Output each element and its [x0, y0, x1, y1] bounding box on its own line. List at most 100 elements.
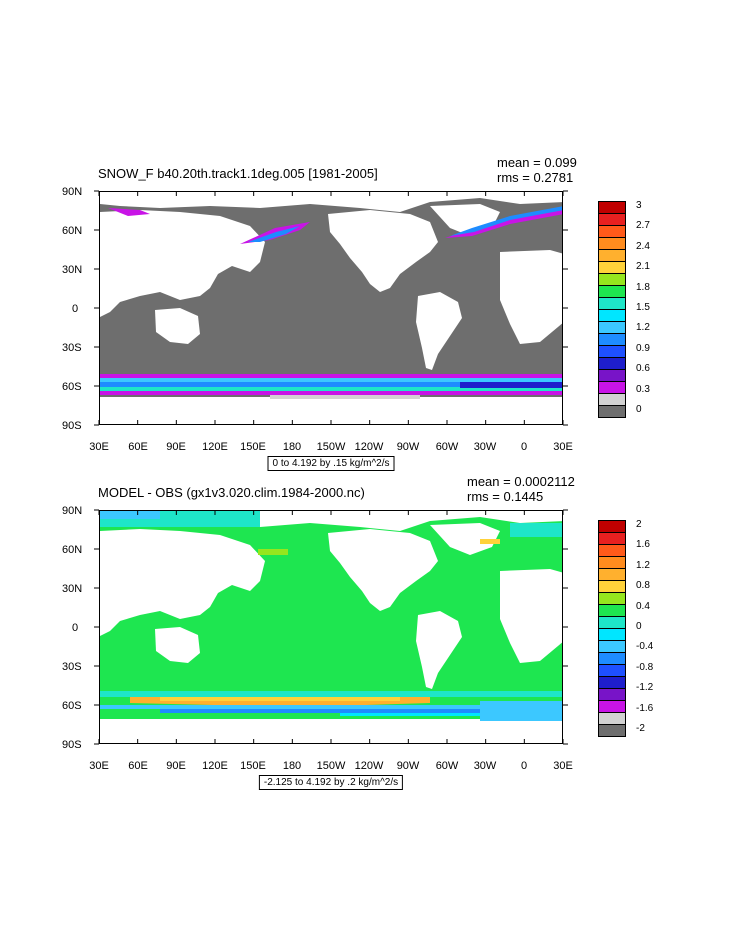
north-america-landmass: [328, 210, 438, 292]
lon-label: 30E: [553, 760, 573, 772]
lat-label: 60S: [62, 700, 82, 712]
colorbar-label: 0.4: [636, 600, 650, 612]
map-snow-f: [99, 191, 563, 425]
colorbar-label: 0: [636, 404, 642, 415]
nw-band-magenta: [108, 208, 150, 216]
lon-label: 150E: [240, 441, 266, 453]
lon-label: 60W: [435, 760, 459, 772]
map-canvas: [100, 511, 562, 743]
antarctica-landmass: [100, 719, 562, 743]
lat-label: 60N: [62, 225, 83, 237]
lon-label: 60E: [128, 760, 148, 772]
lat-label: 0: [72, 303, 79, 315]
lon-label: 30E: [89, 760, 109, 772]
satl-anom-cyan: [480, 701, 562, 721]
arctic-anom-cyan: [100, 511, 160, 519]
so-anom-cyan: [100, 705, 562, 709]
colorbar-label: 0.6: [636, 363, 650, 375]
so-band-blue: [100, 382, 562, 387]
lon-label: 150W: [316, 441, 346, 453]
australia-landmass: [155, 308, 200, 344]
lat-label: 30S: [62, 661, 82, 673]
lon-label: 180: [282, 760, 302, 772]
natl-anom-teal: [510, 523, 562, 537]
colorbar-label: 2.1: [636, 261, 650, 273]
lon-label: 30E: [89, 441, 109, 453]
lat-label: 30S: [62, 342, 82, 354]
lon-label: 0: [520, 441, 528, 453]
lon-label: 30W: [473, 760, 497, 772]
south-america-landmass: [416, 611, 462, 689]
mean-value: mean = 0.0002112: [467, 474, 575, 489]
map-model-minus-obs: [99, 510, 563, 744]
lat-label: 90N: [62, 186, 83, 198]
lon-label: 60W: [435, 441, 459, 453]
lat-label: 90S: [62, 739, 82, 751]
so-band-darkblue: [460, 382, 562, 388]
colorbar-label: 1.5: [636, 302, 650, 313]
colorbar-label: 1.2: [636, 559, 650, 571]
so-band-cyan: [100, 378, 562, 382]
lon-label: 90W: [396, 760, 420, 772]
colorbar-label: 1.6: [636, 539, 650, 551]
colorbar-label: 0: [636, 621, 642, 632]
so-band-teal: [100, 387, 562, 391]
africa-landmass: [500, 250, 562, 344]
south-america-landmass: [416, 292, 462, 370]
asia-landmass: [100, 210, 265, 317]
rms-value: rms = 0.2781: [497, 170, 574, 185]
mean-value: mean = 0.099: [497, 155, 577, 170]
na-band-blue: [450, 206, 562, 236]
colorbar-label: -2: [636, 723, 645, 734]
colorbar-label: -1.6: [636, 702, 654, 714]
panel-title: SNOW_F b40.20th.track1.1deg.005 [1981-20…: [98, 166, 378, 181]
lon-label: 120W: [354, 760, 384, 772]
lat-label: 0: [72, 622, 79, 634]
so-anom-yellow: [160, 697, 400, 701]
so-anom-blue: [160, 709, 540, 713]
lon-label: 150E: [240, 760, 266, 772]
lon-label: 120W: [354, 441, 384, 453]
natl-anom-yellow: [480, 539, 500, 544]
np-band-blue: [248, 226, 300, 242]
so-band-magenta: [100, 374, 562, 378]
so-band-magenta-2: [100, 391, 562, 395]
lat-label: 60N: [62, 544, 83, 556]
africa-landmass: [500, 569, 562, 663]
colorbar-cell: [598, 405, 626, 418]
lat-label: 30N: [62, 264, 83, 276]
lon-label: 120E: [202, 760, 228, 772]
colorbar-label: 0.8: [636, 580, 650, 592]
lon-label: 120E: [202, 441, 228, 453]
colorbar-snow-f: 3 2.7 2.4 2.1 1.8 1.5 1.2 0.9 0.6 0.3 0: [598, 200, 650, 421]
antarctica-landmass: [100, 397, 562, 424]
lat-label: 90N: [62, 505, 83, 517]
north-america-landmass: [328, 529, 438, 611]
colorbar-label: 0.9: [636, 342, 650, 354]
so-anom-teal: [100, 691, 562, 697]
australia-landmass: [155, 627, 200, 663]
map-canvas: [100, 192, 562, 424]
colorbar-model-minus-obs: 2 1.6 1.2 0.8 0.4 0 -0.4 -0.8 -1.2 -1.6 -2: [598, 519, 653, 740]
colorbar-label: 2.7: [636, 220, 650, 232]
colorbar-label: -1.2: [636, 682, 654, 694]
lon-label: 30W: [473, 441, 497, 453]
colorbar-label: -0.8: [636, 661, 654, 673]
lon-label: 90E: [166, 760, 186, 772]
so-band-grey: [270, 395, 420, 399]
arctic-land: [100, 192, 562, 212]
colorbar-cell: [598, 724, 626, 737]
colorbar-label: 3: [636, 200, 642, 211]
lon-label: 90W: [396, 441, 420, 453]
colorbar-label: 0.3: [636, 383, 650, 395]
contour-info: -2.125 to 4.192 by .2 kg/m^2/s: [258, 775, 404, 790]
lat-label: 90S: [62, 420, 82, 432]
so-anom-lightblue: [340, 713, 520, 716]
asia-landmass: [100, 529, 265, 636]
rms-value: rms = 0.1445: [467, 489, 544, 504]
panel-title: MODEL - OBS (gx1v3.020.clim.1984-2000.nc…: [98, 485, 365, 500]
colorbar-label: 1.8: [636, 281, 650, 293]
lat-label: 30N: [62, 583, 83, 595]
contour-info: 0 to 4.192 by .15 kg/m^2/s: [267, 456, 395, 471]
